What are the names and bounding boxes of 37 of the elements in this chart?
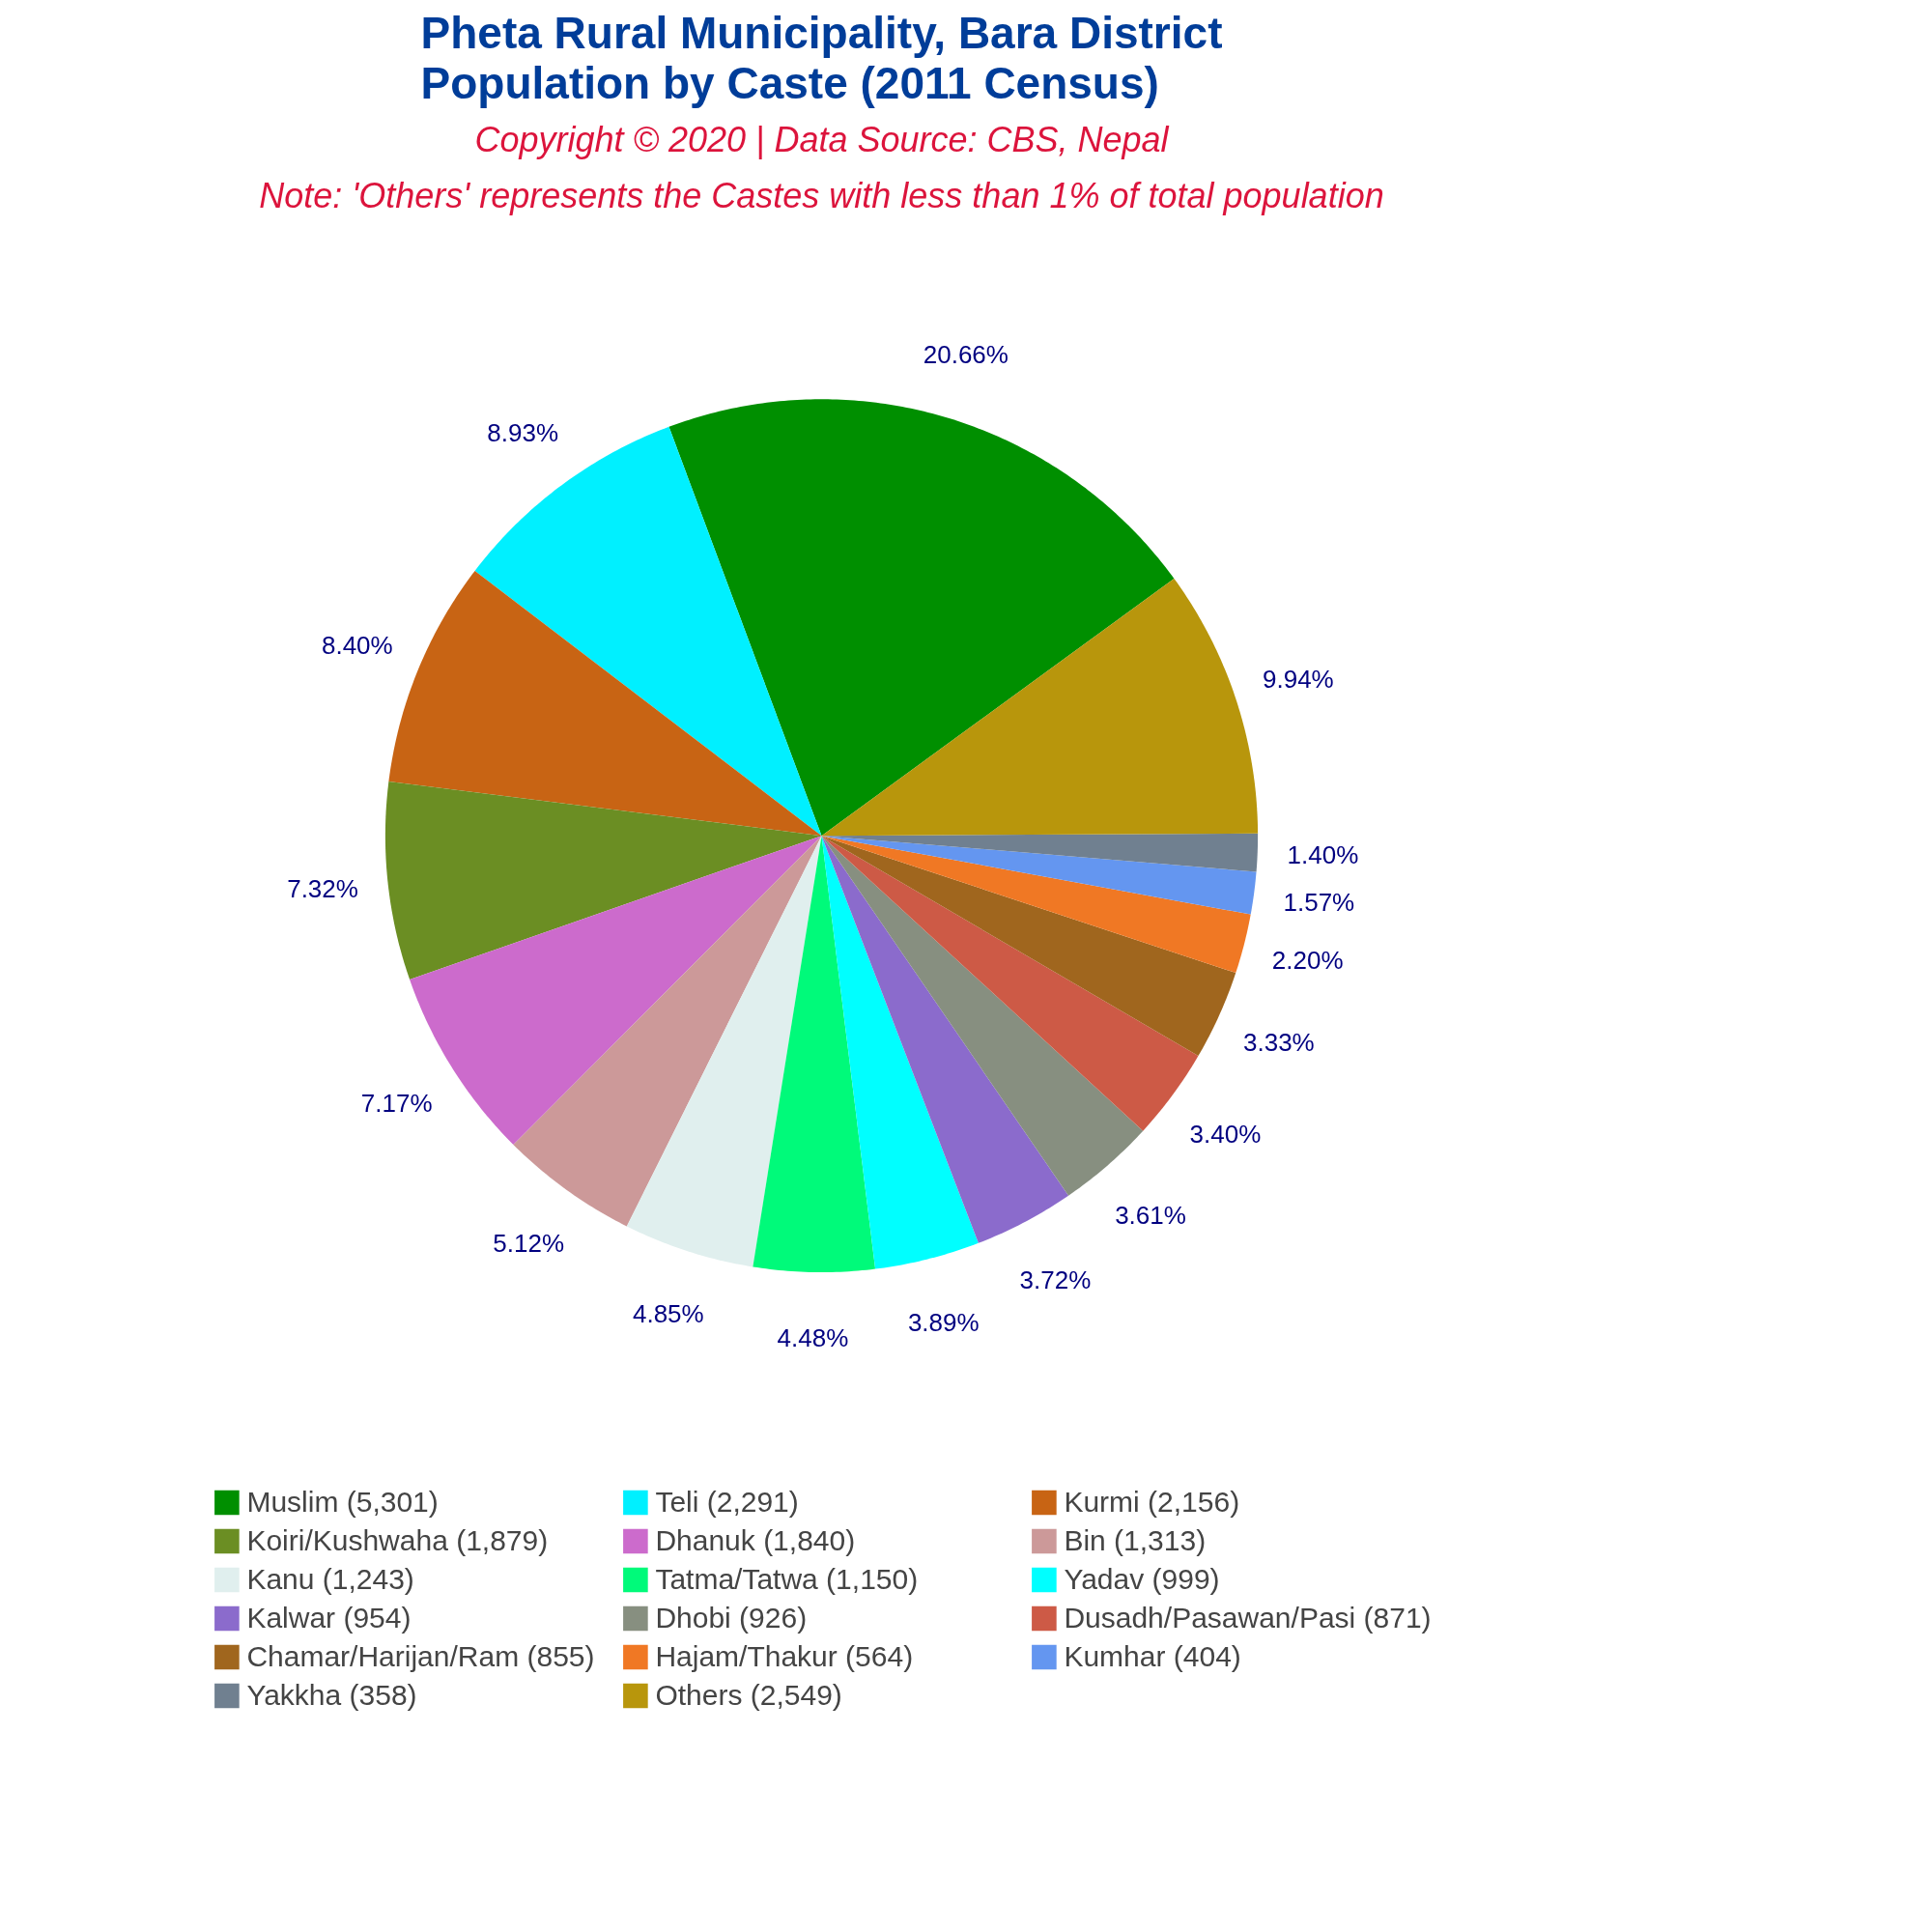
legend-label: Others (2,549) — [655, 1679, 843, 1712]
data-label: 9.94% — [1263, 664, 1334, 694]
text: Note: 'Others' represents the Castes with less than 1% of total population — [259, 175, 1384, 215]
legend-label: Kurmi (2,156) — [1064, 1486, 1241, 1519]
data-label: 7.17% — [360, 1088, 433, 1118]
legend-label: Kalwar (954) — [246, 1602, 412, 1634]
legend-label: Tatma/Tatwa (1,150) — [655, 1563, 920, 1596]
legend-label: Muslim (5,301) — [246, 1486, 440, 1519]
legend-label: Dusadh/Pasawan/Pasi (871) — [1064, 1602, 1432, 1634]
data-label: 4.48% — [777, 1322, 849, 1352]
data-label: 3.72% — [1019, 1264, 1092, 1294]
legend-label: Hajam/Thakur (564) — [655, 1640, 915, 1673]
data-label: 8.93% — [487, 417, 559, 447]
data-label: 1.40% — [1287, 840, 1359, 870]
data-label: 2.20% — [1271, 945, 1344, 975]
data-label: 1.57% — [1283, 887, 1355, 917]
legend-label: Dhobi (926) — [655, 1602, 809, 1634]
data-label: 4.85% — [632, 1298, 704, 1328]
legend-label: Yakkha (358) — [246, 1679, 418, 1712]
chart-title: Pheta Rural Municipality, Bara District Population by Caste (2011 Census) — [420, 7, 1223, 108]
legend-label: Koiri/Kushwaha (1,879) — [246, 1524, 550, 1557]
data-label: 20.66% — [923, 340, 1009, 370]
legend-label: Bin (1,313) — [1064, 1524, 1208, 1557]
data-label: 3.89% — [907, 1308, 980, 1338]
legend-label: Kanu (1,243) — [246, 1563, 415, 1596]
data-label: 5.12% — [493, 1228, 565, 1258]
legend-label: Kumhar (404) — [1064, 1640, 1242, 1673]
data-label: 7.32% — [287, 873, 358, 903]
legend-label: Yadav (999) — [1064, 1563, 1221, 1596]
legend-label: Chamar/Harijan/Ram (855) — [246, 1640, 596, 1673]
data-label: 8.40% — [321, 631, 393, 661]
legend-label: Teli (2,291) — [655, 1486, 800, 1519]
data-label: 3.33% — [1242, 1028, 1315, 1058]
chart-subtitle: Copyright © 2020 | Data Source: CBS, Nepal — [474, 119, 1170, 159]
legend-label: Dhanuk (1,840) — [655, 1524, 857, 1557]
data-label: 3.40% — [1189, 1119, 1262, 1149]
data-label: 3.61% — [1115, 1200, 1186, 1230]
